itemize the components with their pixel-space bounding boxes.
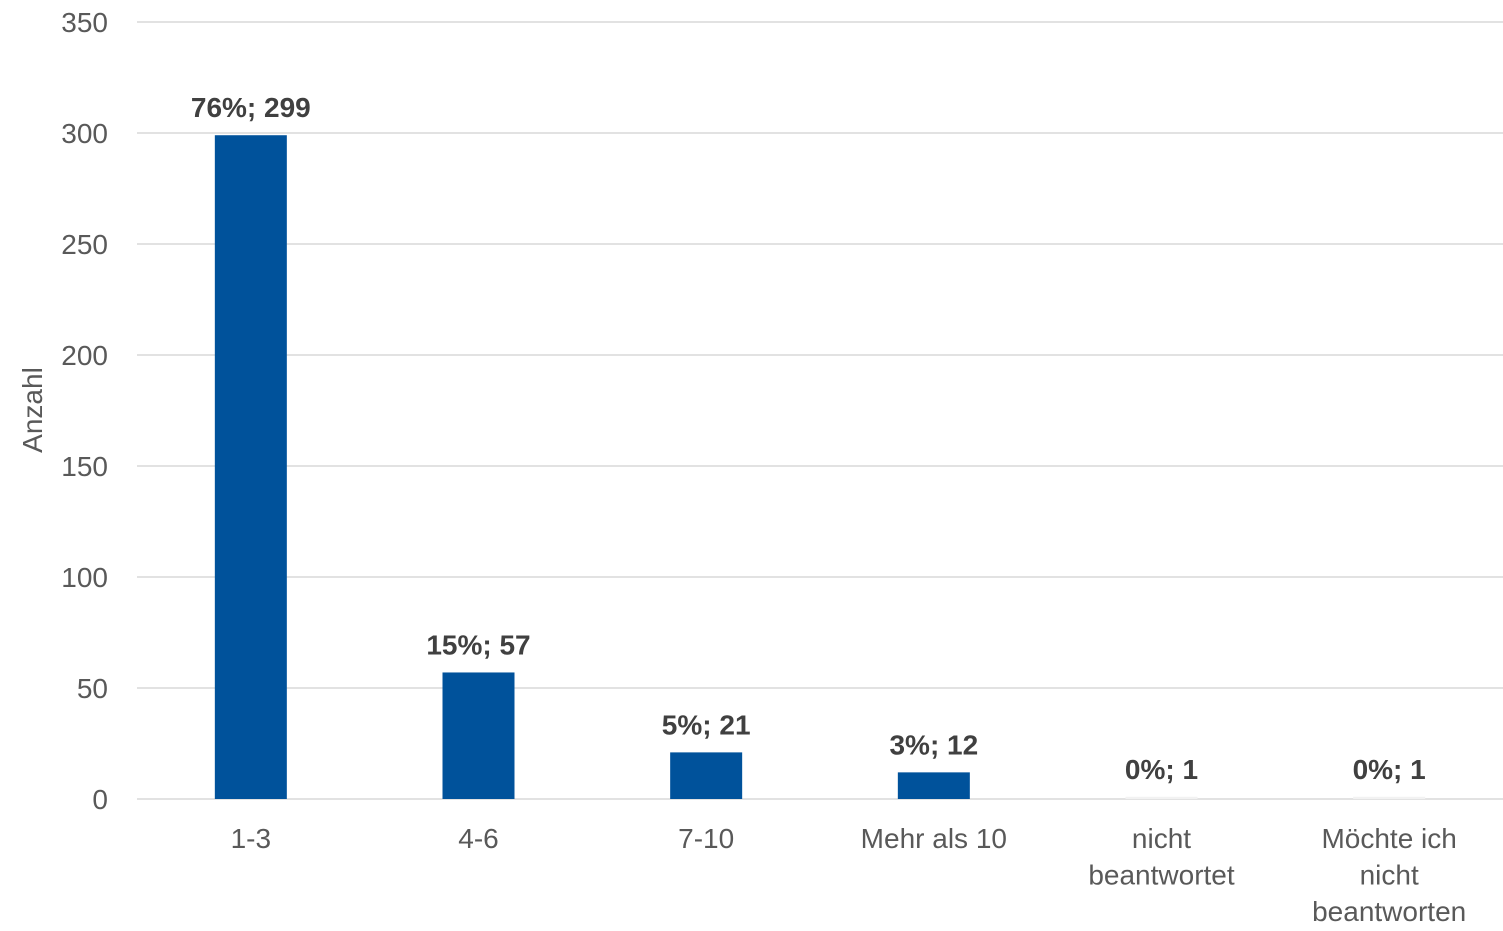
bar [670,752,743,799]
y-tick-label: 100 [61,562,108,593]
y-tick-label: 350 [61,7,108,38]
bar [214,135,287,800]
y-tick-label: 150 [61,451,108,482]
data-label: 0%; 1 [1353,754,1426,785]
y-axis-title: Anzahl [17,367,48,453]
y-axis-ticks: 0 50 100 150 200 250 300 350 [61,7,108,815]
category-label: nicht [1132,823,1191,854]
category-label: 7-10 [678,823,734,854]
y-tick-label: 300 [61,118,108,149]
category-label: beantwortet [1088,860,1235,891]
y-tick-label: 200 [61,340,108,371]
data-label: 76%; 299 [191,92,311,123]
y-tick-label: 250 [61,229,108,260]
bars [214,135,1426,800]
data-label: 5%; 21 [662,709,751,740]
data-label: 3%; 12 [889,729,978,760]
category-label: Möchte ich [1321,823,1456,854]
data-labels: 76%; 299 15%; 57 5%; 21 3%; 12 0%; 1 0%; 1 [191,92,1426,785]
bar [442,672,515,799]
y-tick-label: 50 [77,673,108,704]
data-label: 15%; 57 [426,629,530,660]
x-axis-categories: 1-3 4-6 7-10 Mehr als 10 nicht beantwortet Möc… [231,823,1467,927]
bar [1125,796,1198,799]
y-tick-label: 0 [92,784,108,815]
category-label: beantworten [1312,896,1466,926]
bar [1353,796,1426,799]
category-label: 1-3 [231,823,271,854]
data-label: 0%; 1 [1125,754,1198,785]
category-label: 4-6 [458,823,498,854]
category-label: Mehr als 10 [861,823,1007,854]
gridlines [137,21,1503,800]
bar [897,772,970,799]
category-label: nicht [1360,860,1419,891]
